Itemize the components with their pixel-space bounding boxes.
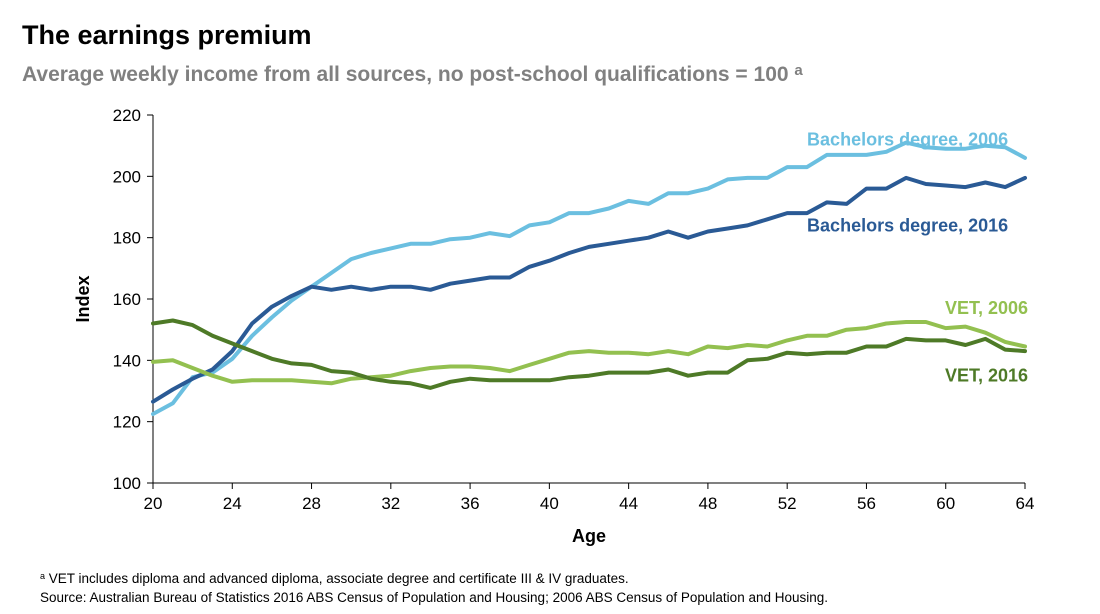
x-tick-label: 40 — [540, 494, 559, 513]
x-tick-label: 64 — [1016, 494, 1035, 513]
chart-axes: 100 120 140 160 180 200 220 20 24 28 32 36 40 44 48 52 5… — [73, 106, 1034, 546]
subtitle-text: Average weekly income from all sources, … — [22, 63, 789, 86]
x-tick-label: 48 — [698, 494, 717, 513]
chart-series — [151, 140, 1027, 416]
series-label-4: VET, 2016 — [945, 366, 1028, 386]
footnote-note-text: VET includes diploma and advanced diplom… — [48, 571, 629, 586]
footnote-marker: a — [40, 571, 46, 581]
y-tick-label: 140 — [113, 351, 141, 370]
chart-title: The earnings premium — [22, 20, 312, 50]
x-tick-label: 20 — [144, 494, 163, 513]
y-tick-label: 120 — [113, 413, 141, 432]
x-tick-label: 56 — [857, 494, 876, 513]
x-tick-label: 32 — [381, 494, 400, 513]
subtitle-footnote-marker: a — [794, 62, 803, 79]
series-line-4 — [151, 318, 1027, 390]
series-line-2 — [151, 175, 1027, 404]
footnote-note: a VET includes diploma and advanced dipl… — [40, 571, 629, 587]
y-tick-label: 160 — [113, 290, 141, 309]
series-label-3: VET, 2006 — [945, 298, 1028, 318]
series-line-3 — [151, 320, 1027, 386]
y-tick-label: 100 — [113, 474, 141, 493]
series-line-1 — [151, 140, 1027, 416]
chart-series-labels: Bachelors degree, 2006 Bachelors degree, … — [807, 130, 1028, 386]
x-tick-label: 52 — [778, 494, 797, 513]
series-label-1: Bachelors degree, 2006 — [807, 130, 1008, 150]
footnote-source: Source: Australian Bureau of Statistics … — [40, 590, 829, 605]
y-tick-label: 200 — [113, 167, 141, 186]
y-tick-label: 220 — [113, 106, 141, 125]
x-tick-label: 28 — [302, 494, 321, 513]
chart-subtitle: Average weekly income from all sources, … — [22, 62, 803, 87]
x-tick-label: 36 — [461, 494, 480, 513]
x-tick-label: 60 — [936, 494, 955, 513]
y-axis-title: Index — [73, 275, 93, 322]
x-axis-title: Age — [572, 526, 606, 546]
x-tick-label: 44 — [619, 494, 638, 513]
series-label-2: Bachelors degree, 2016 — [807, 215, 1008, 235]
x-tick-label: 24 — [223, 494, 242, 513]
line-chart: 100 120 140 160 180 200 220 20 24 28 32 36 40 44 48 52 5… — [73, 106, 1034, 546]
y-tick-label: 180 — [113, 229, 141, 248]
